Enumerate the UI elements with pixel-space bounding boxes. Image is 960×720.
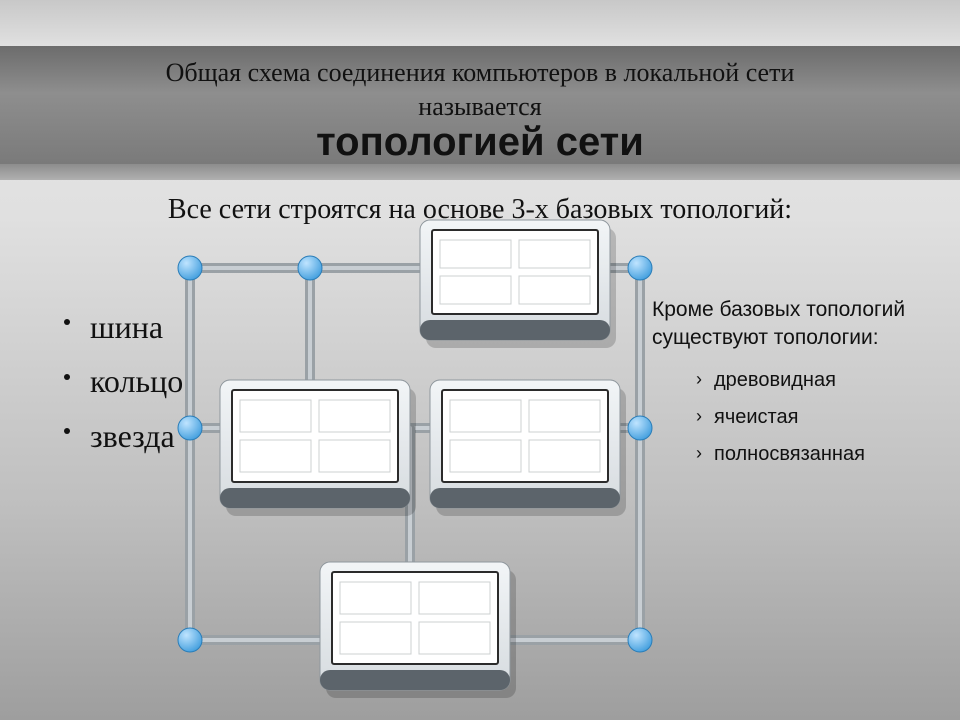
network-node <box>628 416 652 440</box>
network-node <box>178 416 202 440</box>
network-node <box>178 256 202 280</box>
network-diagram <box>0 0 960 720</box>
screen-icon <box>320 562 516 698</box>
network-node <box>298 256 322 280</box>
network-node <box>628 628 652 652</box>
network-node <box>178 628 202 652</box>
network-node <box>628 256 652 280</box>
screen-icon <box>420 220 616 348</box>
screen-icon <box>220 380 416 516</box>
screen-icon <box>430 380 626 516</box>
